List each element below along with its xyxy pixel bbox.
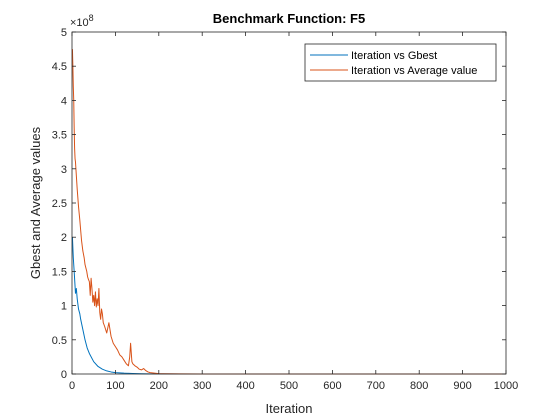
x-tick-label: 0 [69,380,75,392]
x-axis-label: Iteration [266,401,313,416]
y-tick-label: 4 [61,95,67,107]
y-tick-label: 0.5 [52,335,67,347]
x-tick-label: 400 [236,380,254,392]
y-tick-label: 1 [61,301,67,313]
y-tick-label: 1.5 [52,266,67,278]
y-tick-label: 0 [61,369,67,381]
x-tick-label: 300 [193,380,211,392]
x-tick-label: 800 [410,380,428,392]
y-tick-label: 3.5 [52,130,67,142]
x-tick-label: 1000 [494,380,518,392]
ticks-layer: 0 100 200 300 400 500 600 700 800 900 1000 0 0.5 1 1.5… [52,27,519,392]
y-axis-label: Gbest and Average values [28,126,43,279]
series-line-average [71,49,506,375]
y-axis-exponent-power: 8 [89,13,94,23]
y-tick-label: 3 [61,164,67,176]
legend-box [304,43,497,82]
x-tick-label: 500 [280,380,298,392]
y-tick-label: 4.5 [52,61,67,73]
x-tick-label: 900 [453,380,471,392]
y-tick-label: 2 [61,232,67,244]
x-tick-label: 700 [367,380,385,392]
x-tick-label: 200 [150,380,168,392]
y-tick-label: 2.5 [52,198,67,210]
legend-label-gbest: Iteration vs Gbest [351,50,437,62]
x-tick-label: 100 [106,380,124,392]
legend-label-average: Iteration vs Average value [351,65,477,77]
plot-area [72,32,506,374]
y-tick-label: 5 [61,27,67,39]
y-axis-exponent: ×108 [70,13,94,29]
legend: Iteration vs Gbest Iteration vs Average … [304,43,497,82]
axes-frame [71,31,507,375]
y-axis-exponent-base: ×10 [70,17,89,29]
x-tick-label: 600 [323,380,341,392]
chart-title: Benchmark Function: F5 [213,11,365,26]
